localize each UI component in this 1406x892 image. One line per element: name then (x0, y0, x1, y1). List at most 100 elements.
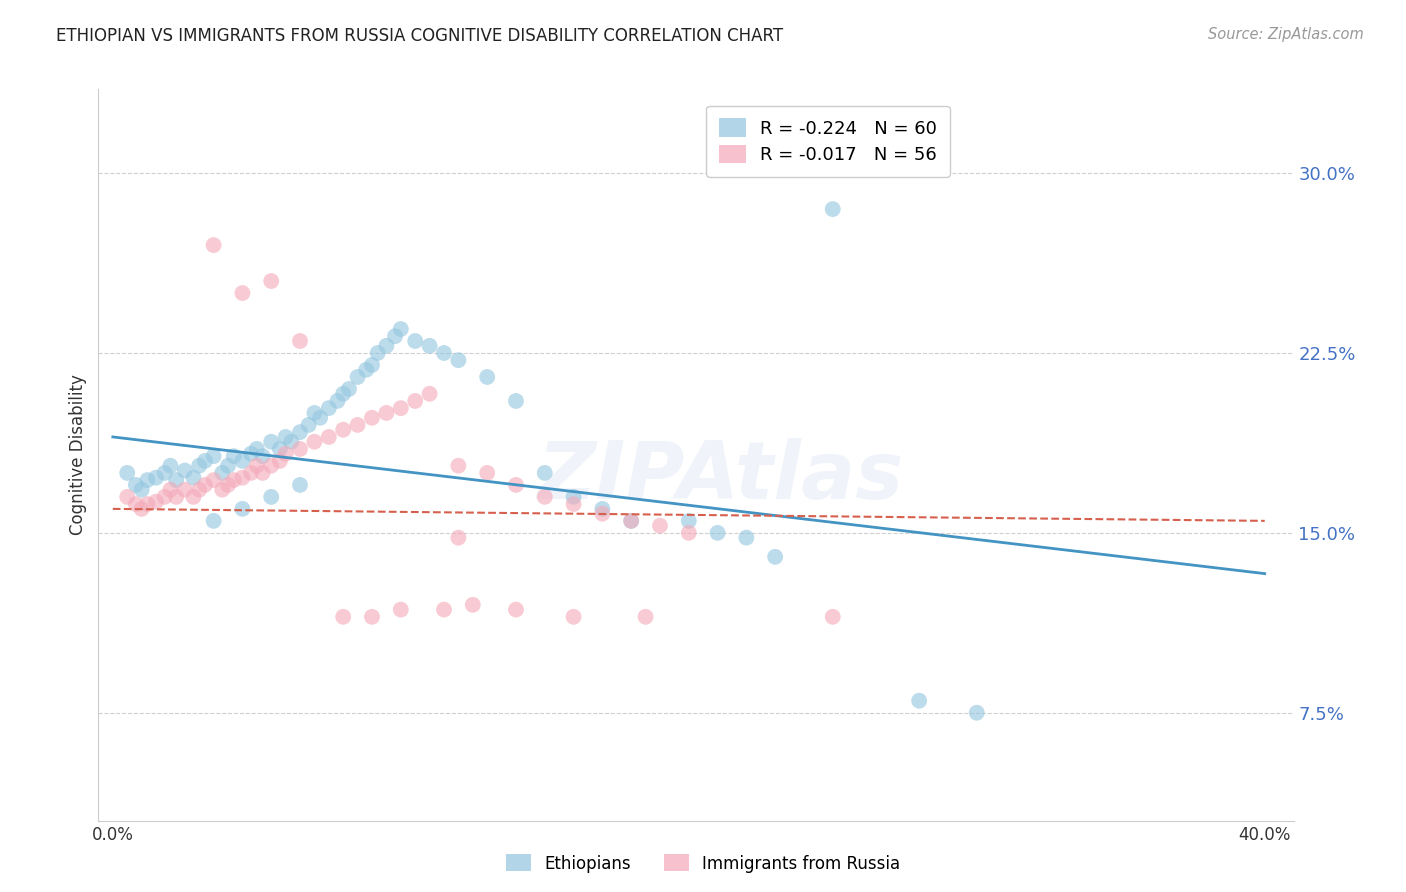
Point (145, 471, 167, 485)
Point (288, 334, 311, 348)
Point (404, 394, 426, 409)
Point (222, 473, 245, 487)
Point (821, 202, 844, 216)
Point (136, 473, 159, 487)
Point (159, 483, 181, 497)
Point (332, 609, 354, 624)
Point (183, 471, 205, 485)
Point (153, 490, 176, 504)
Point (145, 494, 167, 508)
Point (202, 238, 225, 252)
Point (361, 358, 384, 372)
Point (361, 410, 384, 425)
Text: ZIPAtlas: ZIPAtlas (537, 438, 903, 516)
Point (648, 518, 671, 533)
Point (173, 483, 195, 497)
Point (375, 339, 398, 353)
Point (304, 406, 326, 420)
Point (389, 602, 412, 616)
Point (222, 449, 245, 463)
Point (389, 401, 412, 416)
Point (505, 602, 527, 616)
Y-axis label: Cognitive Disability: Cognitive Disability (69, 375, 87, 535)
Point (231, 454, 253, 468)
Point (591, 507, 613, 521)
Point (131, 483, 153, 497)
Point (165, 473, 187, 487)
Point (419, 386, 441, 401)
Point (562, 609, 585, 624)
Point (115, 490, 138, 504)
Point (533, 466, 555, 480)
Point (763, 549, 786, 564)
Point (433, 602, 456, 616)
Point (202, 449, 225, 463)
Point (821, 609, 844, 624)
Point (309, 410, 332, 425)
Point (304, 434, 326, 449)
Point (634, 609, 657, 624)
Point (384, 329, 406, 343)
Point (288, 425, 311, 439)
Point (346, 370, 368, 384)
Point (389, 322, 412, 336)
Point (288, 478, 311, 492)
Point (159, 458, 181, 473)
Point (318, 401, 340, 416)
Point (274, 447, 297, 461)
Point (533, 490, 555, 504)
Point (246, 442, 269, 456)
Point (217, 478, 239, 492)
Point (153, 466, 176, 480)
Point (240, 447, 263, 461)
Point (188, 458, 211, 473)
Point (202, 514, 225, 528)
Point (678, 514, 700, 528)
Point (332, 386, 354, 401)
Point (260, 458, 283, 473)
Point (562, 490, 585, 504)
Point (202, 473, 225, 487)
Legend: Ethiopians, Immigrants from Russia: Ethiopians, Immigrants from Russia (499, 847, 907, 880)
Point (706, 525, 728, 540)
Point (419, 339, 441, 353)
Point (367, 346, 389, 360)
Point (404, 334, 426, 348)
Point (183, 490, 205, 504)
Point (194, 478, 217, 492)
Point (332, 423, 354, 437)
Point (260, 434, 283, 449)
Point (231, 471, 253, 485)
Point (298, 417, 321, 432)
Point (620, 514, 643, 528)
Point (125, 478, 148, 492)
Point (375, 406, 398, 420)
Point (477, 370, 499, 384)
Point (269, 454, 291, 468)
Point (240, 466, 263, 480)
Point (318, 430, 340, 444)
Point (280, 434, 302, 449)
Point (620, 514, 643, 528)
Point (194, 454, 217, 468)
Point (252, 466, 274, 480)
Point (211, 483, 233, 497)
Point (447, 531, 470, 545)
Point (354, 363, 377, 377)
Point (274, 430, 297, 444)
Point (908, 694, 931, 708)
Point (115, 466, 138, 480)
Point (477, 466, 499, 480)
Point (591, 501, 613, 516)
Point (260, 490, 283, 504)
Point (447, 458, 470, 473)
Point (211, 466, 233, 480)
Point (252, 449, 274, 463)
Point (217, 458, 239, 473)
Point (735, 531, 758, 545)
Point (188, 483, 211, 497)
Point (260, 274, 283, 288)
Point (505, 394, 527, 409)
Point (269, 442, 291, 456)
Point (326, 394, 349, 409)
